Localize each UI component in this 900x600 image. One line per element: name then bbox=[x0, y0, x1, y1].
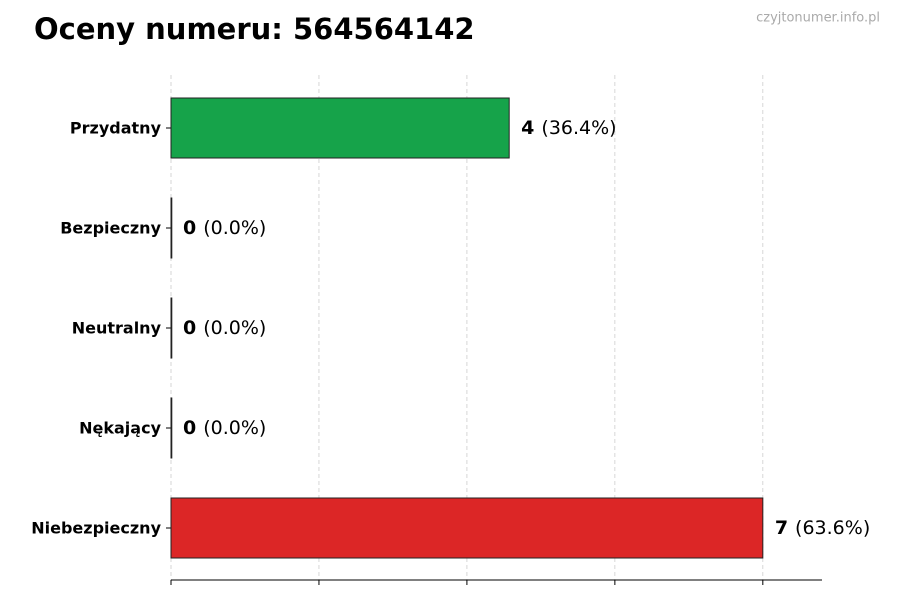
value-label: 0 (0.0%) bbox=[183, 317, 266, 339]
value-percent: (0.0%) bbox=[203, 417, 266, 439]
watermark: czyjtonumer.info.pl bbox=[756, 11, 880, 26]
value-percent: (0.0%) bbox=[203, 217, 266, 239]
value-number: 0 bbox=[183, 417, 196, 439]
value-percent: (63.6%) bbox=[795, 517, 870, 539]
y-tick-label: Bezpieczny bbox=[60, 219, 161, 238]
bar bbox=[170, 197, 173, 259]
bar bbox=[170, 397, 173, 459]
value-number: 4 bbox=[521, 117, 534, 139]
value-label: 4 (36.4%) bbox=[521, 117, 616, 139]
bar bbox=[170, 97, 510, 159]
y-tick-label: Niebezpieczny bbox=[31, 519, 161, 538]
bar bbox=[170, 497, 764, 559]
chart-title: Oceny numeru: 564564142 bbox=[34, 12, 475, 46]
value-label: 0 (0.0%) bbox=[183, 217, 266, 239]
value-label: 0 (0.0%) bbox=[183, 417, 266, 439]
value-label: 7 (63.6%) bbox=[775, 517, 870, 539]
value-percent: (0.0%) bbox=[203, 317, 266, 339]
value-number: 0 bbox=[183, 217, 196, 239]
value-number: 7 bbox=[775, 517, 788, 539]
y-tick-label: Przydatny bbox=[70, 119, 162, 138]
y-tick-label: Neutralny bbox=[72, 319, 162, 338]
value-number: 0 bbox=[183, 317, 196, 339]
bar bbox=[170, 297, 173, 359]
value-percent: (36.4%) bbox=[541, 117, 616, 139]
y-tick-label: Nękający bbox=[79, 419, 161, 438]
